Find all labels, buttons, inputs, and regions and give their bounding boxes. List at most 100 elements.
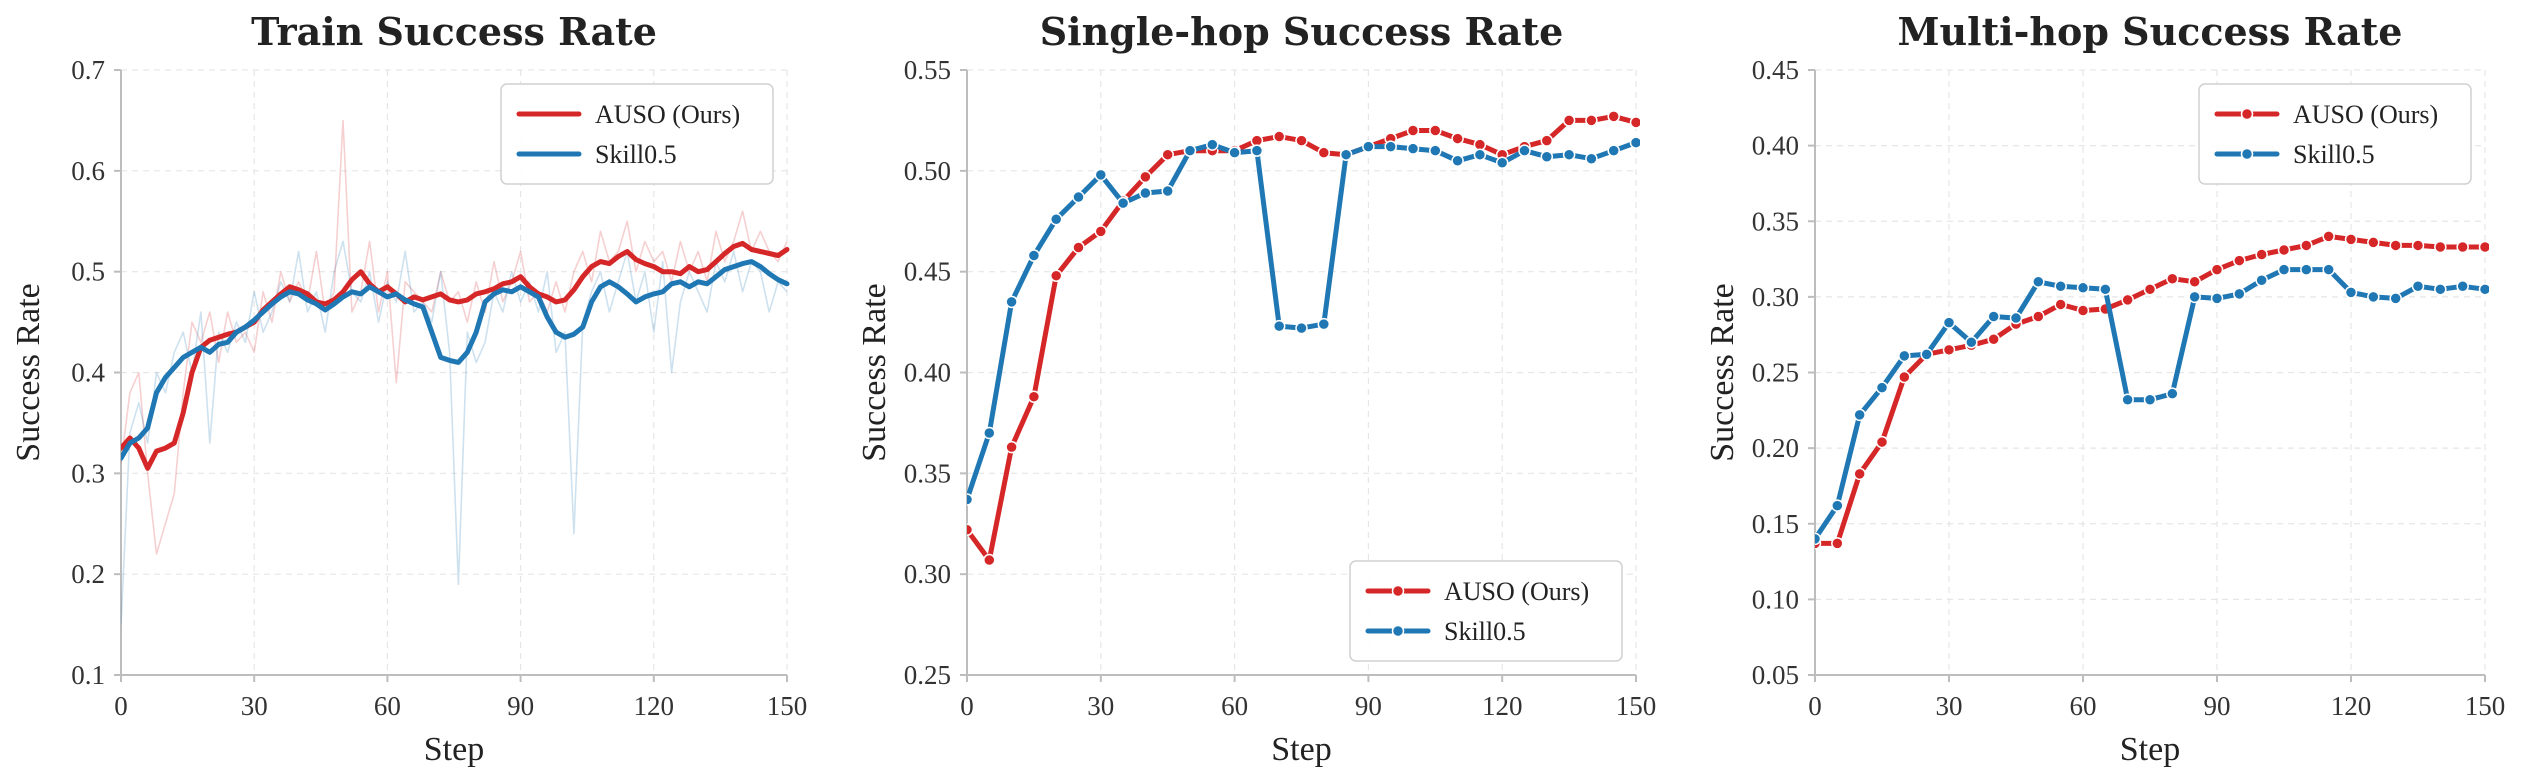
- x-tick-label: 30: [1087, 691, 1114, 721]
- data-point: [2434, 283, 2447, 296]
- data-point: [2367, 236, 2380, 249]
- data-point: [1562, 148, 1576, 161]
- data-point: [1406, 124, 1420, 137]
- data-point: [1629, 136, 1640, 149]
- data-point: [1317, 317, 1331, 331]
- data-point: [1987, 332, 2000, 346]
- data-point: [1027, 390, 1041, 403]
- data-point: [1072, 241, 1085, 254]
- data-point: [2233, 287, 2246, 301]
- data-point: [1272, 319, 1286, 333]
- data-point: [2277, 243, 2291, 257]
- legend-label: AUSO (Ours): [1444, 577, 1589, 606]
- legend-box: [1349, 560, 1623, 662]
- data-point: [2411, 239, 2425, 252]
- chart-title: Single-hop Success Rate: [1040, 9, 1564, 54]
- data-point: [1206, 138, 1219, 151]
- x-axis-label: Step: [1271, 731, 1331, 768]
- data-point: [1139, 186, 1152, 200]
- y-tick-label: 0.35: [1752, 206, 1799, 236]
- data-point: [1987, 310, 2000, 323]
- data-point: [2344, 286, 2358, 299]
- data-point: [2210, 263, 2224, 276]
- x-tick-label: 150: [1616, 691, 1657, 721]
- y-tick-label: 0.2: [71, 559, 105, 589]
- data-point: [1875, 435, 1889, 449]
- legend-marker: [2240, 107, 2254, 121]
- data-point: [1272, 130, 1286, 143]
- data-point: [2166, 387, 2179, 400]
- data-point: [1965, 336, 1978, 349]
- x-tick-label: 150: [2465, 691, 2506, 721]
- raw-series-line: [121, 119, 788, 555]
- series-line: [121, 240, 790, 471]
- legend: AUSO (Ours) Skill0.5: [500, 83, 774, 185]
- data-point: [2009, 311, 2023, 325]
- data-point: [1005, 440, 1018, 454]
- y-tick-label: 0.30: [1752, 282, 1799, 312]
- data-point: [983, 426, 996, 440]
- legend-label: Skill0.5: [595, 140, 677, 169]
- data-point: [983, 553, 996, 567]
- data-point: [2255, 273, 2268, 287]
- legend-label: AUSO (Ours): [2293, 100, 2438, 129]
- y-tick-label: 0.25: [904, 660, 951, 690]
- y-tick-label: 0.45: [1752, 55, 1799, 85]
- data-point: [1540, 134, 1554, 147]
- y-axis-label: Success Rate: [856, 283, 893, 461]
- data-point: [1629, 116, 1640, 129]
- data-point: [2032, 275, 2045, 288]
- data-point: [1853, 408, 1866, 422]
- data-point: [2166, 272, 2179, 285]
- legend-marker: [1391, 624, 1405, 638]
- chart-title: Multi-hop Success Rate: [1897, 9, 2402, 54]
- legend-label: Skill0.5: [1444, 617, 1526, 646]
- data-point: [1562, 114, 1576, 127]
- y-tick-label: 0.55: [904, 55, 951, 85]
- series-line: [967, 140, 1639, 502]
- chart-title: Train Success Rate: [251, 9, 657, 54]
- data-point: [2322, 263, 2335, 276]
- y-tick-label: 0.7: [71, 55, 105, 85]
- y-tick-label: 0.5: [71, 257, 105, 287]
- legend-label: AUSO (Ours): [595, 100, 740, 129]
- data-point: [1049, 212, 1063, 226]
- chart-panel-2: 0 30 60 90 120 150 0.25 0.30 0.35 0.40 0.45 0.50 0.5…: [856, 9, 1656, 768]
- data-point: [2099, 283, 2112, 296]
- y-axis-label: Success Rate: [1704, 283, 1741, 461]
- data-point: [1815, 532, 1822, 546]
- data-point: [2054, 298, 2067, 311]
- x-tick-label: 120: [2331, 691, 2372, 721]
- y-tick-label: 0.3: [71, 458, 105, 488]
- data-point: [2478, 283, 2489, 296]
- data-point: [1585, 152, 1598, 165]
- chart-panel-3: 0 30 60 90 120 150 0.05 0.10 0.15 0.20 0.25 0.30 0.3…: [1704, 9, 2505, 768]
- data-point: [2300, 263, 2313, 276]
- data-point: [2032, 310, 2045, 323]
- legend-label: Skill0.5: [2293, 140, 2375, 169]
- y-axis-label: Success Rate: [10, 283, 47, 461]
- x-tick-label: 90: [1355, 691, 1382, 721]
- data-point: [1495, 156, 1509, 170]
- series-line: [121, 259, 790, 461]
- data-point: [2367, 290, 2380, 304]
- y-tick-label: 0.4: [71, 358, 105, 388]
- x-tick-label: 30: [241, 691, 268, 721]
- data-point: [2389, 292, 2402, 305]
- series-line: [967, 113, 1639, 563]
- plot-area: [121, 119, 790, 625]
- plot-area: [967, 110, 1640, 567]
- x-tick-label: 90: [2204, 691, 2231, 721]
- x-axis-label: Step: [424, 731, 484, 768]
- data-point: [2076, 304, 2090, 317]
- legend: AUSO (Ours) Skill0.5: [1349, 560, 1623, 662]
- data-point: [2121, 393, 2134, 406]
- data-point: [1406, 142, 1420, 155]
- data-point: [1473, 148, 1487, 161]
- data-point: [967, 523, 974, 537]
- y-tick-label: 0.10: [1752, 584, 1799, 614]
- data-point: [2344, 233, 2358, 246]
- y-tick-label: 0.30: [904, 559, 951, 589]
- data-point: [1295, 134, 1308, 147]
